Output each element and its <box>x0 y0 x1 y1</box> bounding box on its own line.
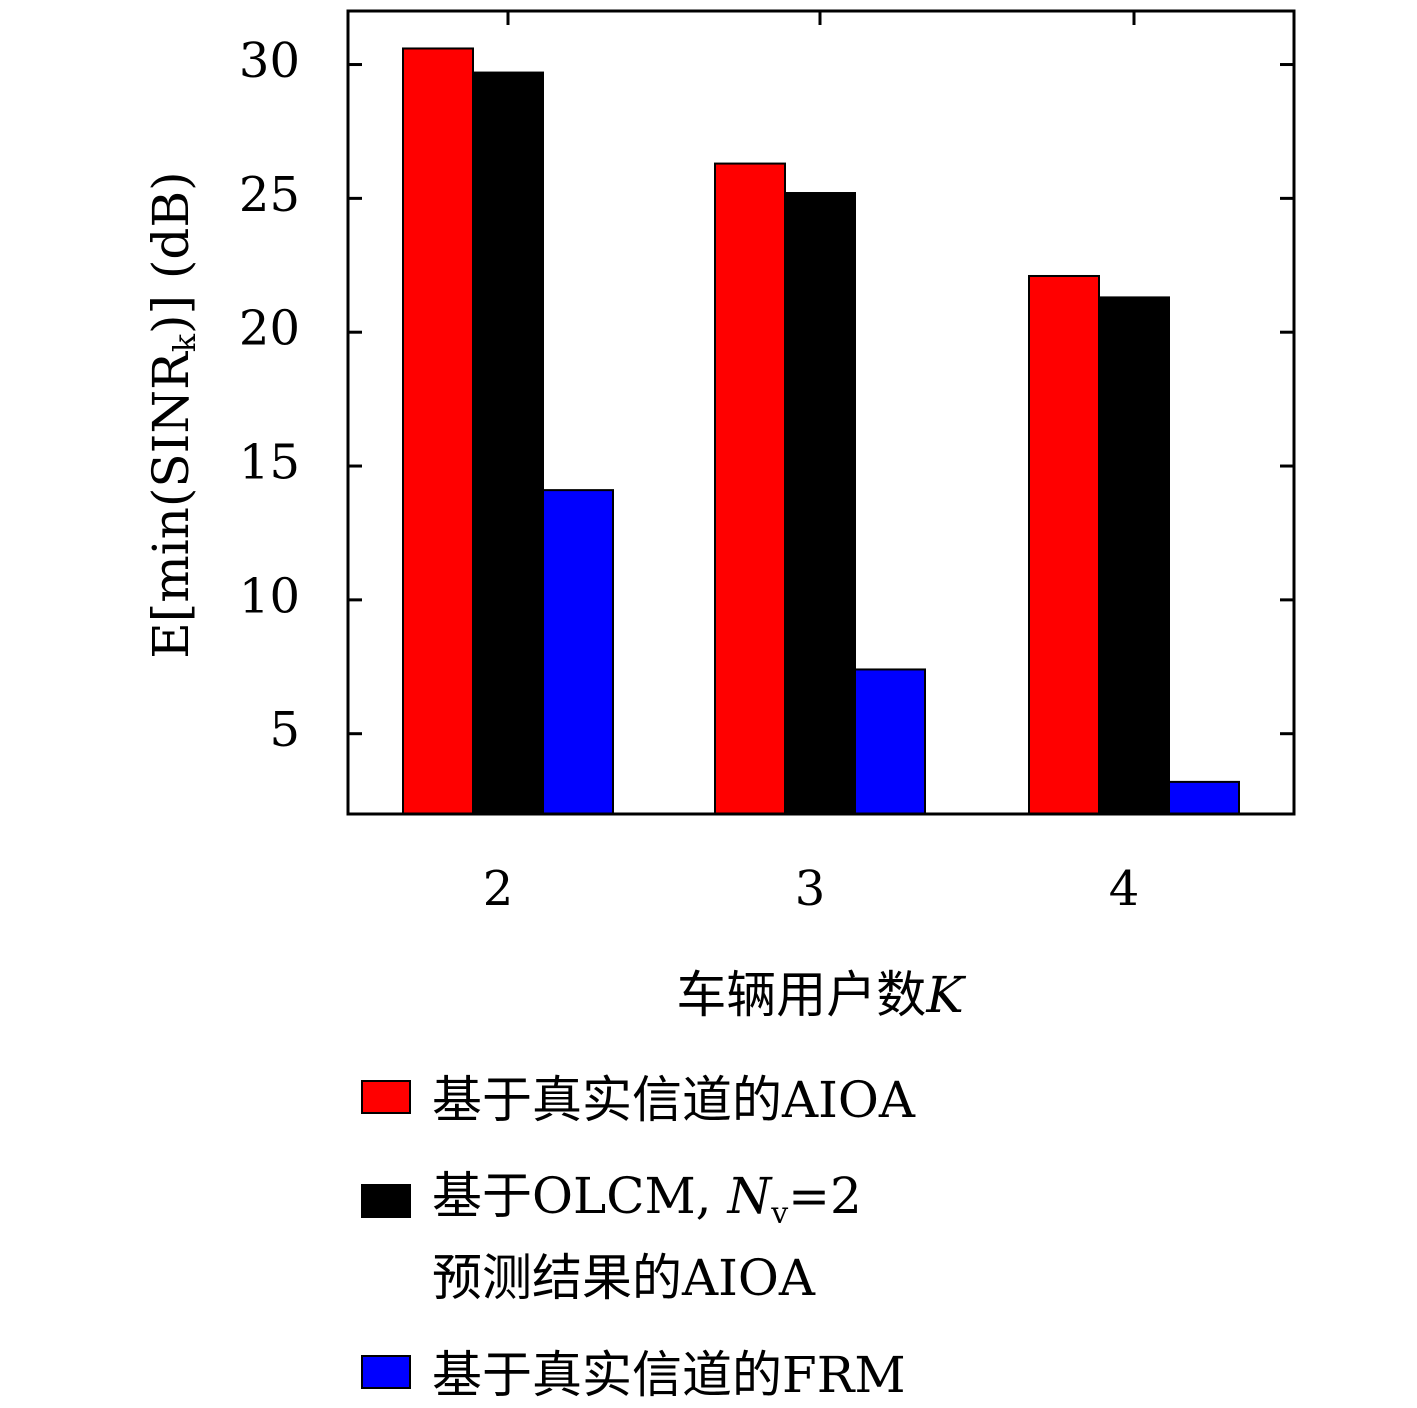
bar-series1-k4 <box>1028 274 1100 815</box>
legend-label-2: 基于OLCM, Nv=2 <box>432 1167 862 1231</box>
legend-label-2-line2: 预测结果的AIOA <box>432 1249 816 1307</box>
bar-series3-k3 <box>854 668 926 816</box>
y-axis-title: E[min(SINRk)] (dB) <box>142 171 203 658</box>
legend-swatch-black <box>361 1184 411 1218</box>
bar-series2-k3 <box>784 192 856 816</box>
y-tick-label-20: 20 <box>239 301 300 357</box>
legend-label-2-var: N <box>726 1167 773 1225</box>
legend-label-1: 基于真实信道的AIOA <box>432 1071 916 1129</box>
y-tick-label-10: 10 <box>239 568 300 624</box>
bar-series2-k4 <box>1098 296 1170 815</box>
bar-series2-k2 <box>472 71 544 815</box>
bars-group <box>402 47 1240 816</box>
x-tick-label-2: 2 <box>483 861 514 917</box>
y-tick-label-5: 5 <box>269 702 300 758</box>
tick-labels-group: 5 10 15 20 25 30 2 3 4 <box>239 33 1139 917</box>
y-tick-label-15: 15 <box>239 435 300 491</box>
x-axis-title: 车辆用户数K <box>676 966 966 1024</box>
bar-series3-k2 <box>542 489 614 815</box>
bar-series1-k3 <box>714 162 786 815</box>
x-tick-label-4: 4 <box>1109 861 1140 917</box>
bar-series1-k2 <box>402 47 474 816</box>
x-tick-label-3: 3 <box>795 861 826 917</box>
y-axis-title-subscript: k <box>168 333 203 352</box>
y-axis-title-tail: )] (dB) <box>142 171 200 334</box>
legend-swatch-blue <box>361 1355 411 1389</box>
x-axis-title-var: K <box>925 966 966 1024</box>
legend-swatch-red <box>361 1080 411 1114</box>
ticks-group <box>348 11 1294 814</box>
y-tick-label-30: 30 <box>239 33 300 89</box>
y-tick-label-25: 25 <box>239 167 300 223</box>
legend: 基于真实信道的AIOA 基于OLCM, Nv=2 预测结果的AIOA 基于真实信… <box>361 1071 916 1404</box>
plot-frame <box>346 9 1296 816</box>
legend-label-2-sub: v <box>770 1196 788 1231</box>
legend-label-2-tail: =2 <box>788 1167 862 1225</box>
legend-label-3: 基于真实信道的FRM <box>432 1346 906 1404</box>
bar-series3-k4 <box>1168 780 1240 816</box>
